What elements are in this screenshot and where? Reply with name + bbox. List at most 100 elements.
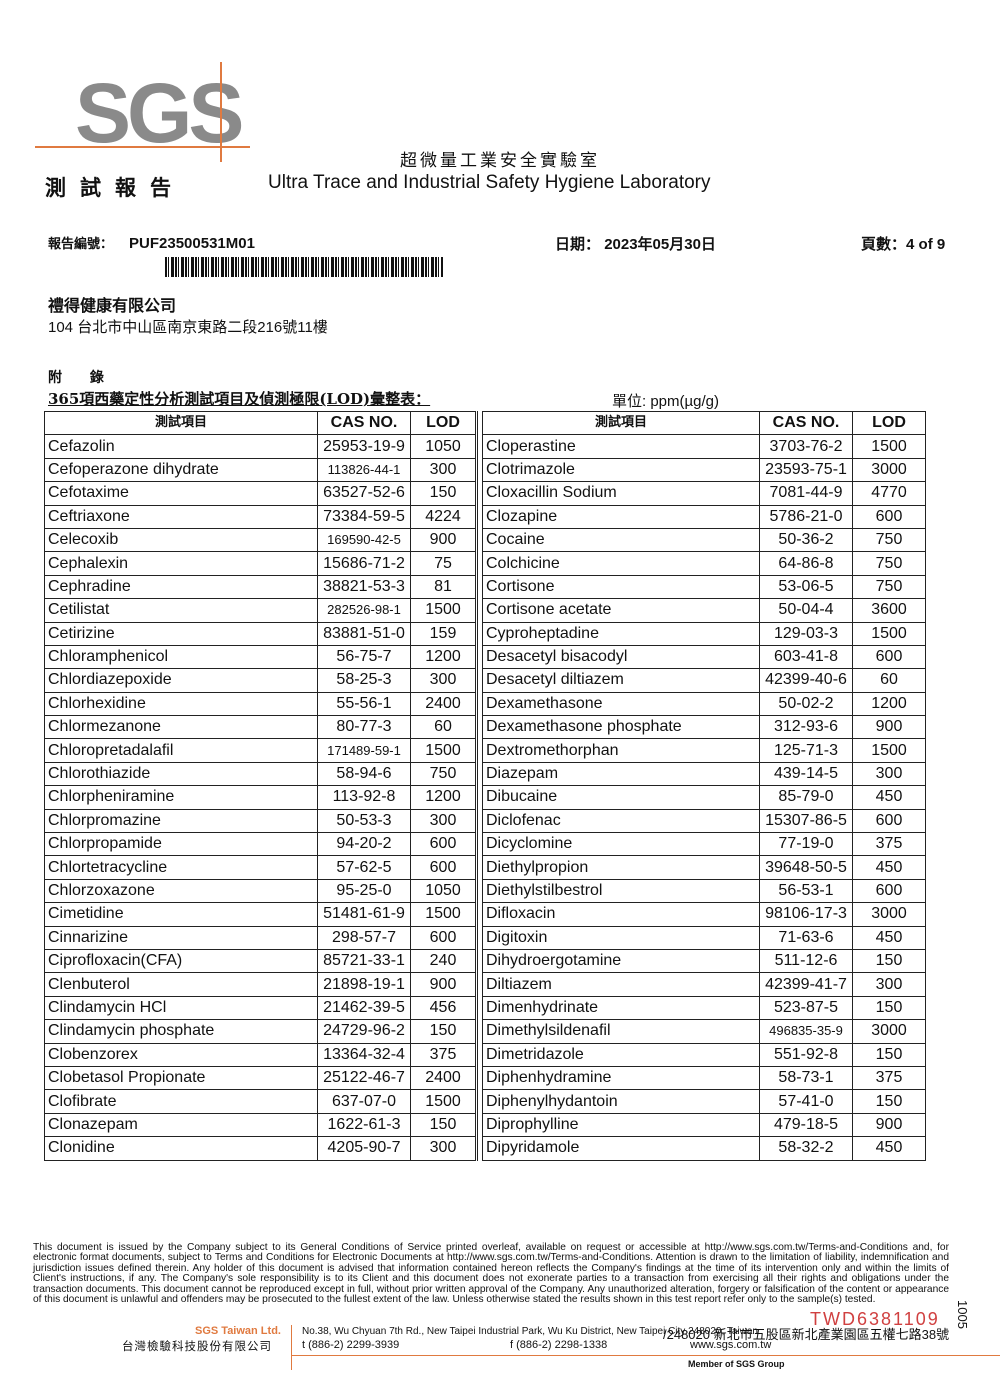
cas-number-cell: 64-86-8 — [759, 551, 853, 576]
cas-number-cell: 169590-42-5 — [317, 527, 411, 553]
lod-cell: 150 — [852, 1089, 926, 1114]
cas-number-cell: 42399-41-7 — [759, 972, 853, 997]
date-label: 日期： — [555, 236, 601, 253]
cas-number-cell: 129-03-3 — [759, 621, 853, 646]
test-item-cell: Dextromethorphan — [482, 738, 760, 763]
cas-number-cell: 71-63-6 — [759, 925, 853, 950]
test-item-cell: Chloramphenicol — [44, 644, 318, 670]
test-item-cell: Chlormezanone — [44, 715, 318, 740]
header-cas-left: CAS NO. — [317, 410, 411, 436]
report-title: 測試報告 — [45, 175, 185, 200]
test-item-cell: Dibucaine — [482, 785, 760, 810]
cas-number-cell: 53-06-5 — [759, 574, 853, 600]
lod-cell: 150 — [852, 1042, 926, 1067]
table-row: Chloramphenicol 56-75-7 1200 Desacetyl bisa… — [44, 644, 926, 670]
test-item-cell: Diethylpropion — [482, 855, 760, 880]
lod-cell: 1200 — [410, 785, 477, 810]
lod-cell: 81 — [410, 574, 477, 600]
disclaimer: This document is issued by the Company s… — [33, 1242, 949, 1305]
lod-cell: 750 — [852, 574, 926, 600]
cas-number-cell: 94-20-2 — [317, 832, 411, 857]
cas-number-cell: 13364-32-4 — [317, 1042, 411, 1067]
table-row: Cefazolin 25953-19-9 1050 Cloperastine 3703-… — [44, 434, 926, 459]
test-item-cell: Clobetasol Propionate — [44, 1065, 318, 1091]
cas-number-cell: 4205-90-7 — [317, 1136, 411, 1161]
lod-cell: 1500 — [410, 598, 477, 623]
test-item-cell: Clobenzorex — [44, 1042, 318, 1067]
report-number: 報告編號： PUF23500531M01 — [48, 233, 255, 252]
cas-number-cell: 637-07-0 — [317, 1089, 411, 1114]
lod-cell: 300 — [410, 808, 477, 834]
cas-number-cell: 15686-71-2 — [317, 551, 411, 576]
lod-cell: 2400 — [410, 691, 477, 717]
lod-cell: 900 — [410, 972, 477, 997]
cas-number-cell: 85721-33-1 — [317, 948, 411, 974]
lod-cell: 750 — [852, 527, 926, 553]
lod-cell: 1500 — [410, 902, 477, 927]
table-row: Cephalexin 15686-71-2 75 Colchicine 64-86-8 7… — [44, 551, 926, 576]
lod-cell: 159 — [410, 621, 477, 646]
lod-cell: 600 — [852, 808, 926, 834]
test-item-cell: Diprophylline — [482, 1112, 760, 1138]
lod-cell: 150 — [852, 948, 926, 974]
lab-name-en: Ultra Trace and Industrial Safety Hygien… — [268, 172, 711, 193]
lod-cell: 150 — [852, 995, 926, 1021]
test-item-cell: Chlorzoxazone — [44, 878, 318, 904]
cas-number-cell: 551-92-8 — [759, 1042, 853, 1067]
cas-number-cell: 21898-19-1 — [317, 972, 411, 997]
unit-label: 單位: ppm(µg/g) — [612, 393, 719, 410]
terms-link[interactable]: http://www.sgs.com.tw/Terms-and-Conditio… — [704, 1242, 908, 1253]
test-item-cell: Cefazolin — [44, 434, 318, 459]
test-item-cell: Chlordiazepoxide — [44, 668, 318, 693]
cas-number-cell: 312-93-6 — [759, 715, 853, 740]
table-row: Cetilistat 282526-98-1 1500 Cortisone aceta… — [44, 598, 926, 623]
table-title: 365項西藥定性分析測試項目及偵測極限(LOD)彙整表： — [48, 390, 431, 408]
footer-divider-vertical — [291, 1325, 292, 1370]
cas-number-cell: 56-53-1 — [759, 878, 853, 904]
cas-number-cell: 282526-98-1 — [317, 598, 411, 623]
test-item-cell: Clindamycin phosphate — [44, 1019, 318, 1044]
lod-cell: 3600 — [852, 598, 926, 623]
lod-cell: 750 — [410, 761, 477, 787]
cas-number-cell: 171489-59-1 — [317, 738, 411, 763]
lod-table: 測試項目 CAS NO. LOD 測試項目 CAS NO. LOD Cefazo… — [44, 410, 926, 1161]
test-item-cell: Diphenylhydantoin — [482, 1089, 760, 1114]
test-item-cell: Cimetidine — [44, 902, 318, 927]
test-item-cell: Dexamethasone — [482, 691, 760, 717]
terms-link-electronic[interactable]: http://www.sgs.com.tw/Terms-and-Conditio… — [446, 1252, 651, 1264]
test-item-cell: Cephradine — [44, 574, 318, 600]
lod-cell: 450 — [852, 925, 926, 950]
lod-cell: 1500 — [410, 738, 477, 763]
side-number: 1005 — [955, 1300, 970, 1329]
test-item-cell: Cefoperazone dihydrate — [44, 457, 318, 483]
table-row: Clindamycin phosphate 24729-96-2 150 Dimeth… — [44, 1019, 926, 1044]
test-item-cell: Clenbuterol — [44, 972, 318, 997]
test-item-cell: Diclofenac — [482, 808, 760, 834]
test-item-cell: Chloropretadalafil — [44, 738, 318, 763]
cas-number-cell: 50-04-4 — [759, 598, 853, 623]
cas-number-cell: 113826-44-1 — [317, 457, 411, 483]
report-date: 日期： 2023年05月30日 — [555, 233, 716, 254]
lod-cell: 900 — [852, 715, 926, 740]
test-item-cell: Dimethylsildenafil — [482, 1019, 760, 1044]
lod-cell: 300 — [410, 457, 477, 483]
table-row: Clofibrate 637-07-0 1500 Diphenylhydantoin 5… — [44, 1089, 926, 1114]
table-row: Chlorpropamide 94-20-2 600 Dicyclomine 77-19… — [44, 832, 926, 857]
lod-cell: 1050 — [410, 878, 477, 904]
logo-divider — [35, 146, 250, 148]
table-row: Chlormezanone 80-77-3 60 Dexamethasone phos… — [44, 715, 926, 740]
barcode — [165, 257, 443, 277]
cas-number-cell: 58-94-6 — [317, 761, 411, 787]
test-item-cell: Diltiazem — [482, 972, 760, 997]
cas-number-cell: 85-79-0 — [759, 785, 853, 810]
cas-number-cell: 25122-46-7 — [317, 1065, 411, 1091]
logo-divider-vertical — [220, 62, 222, 162]
disclaimer-text: and, for electronic format documents, su… — [33, 1242, 949, 1264]
test-item-cell: Cortisone — [482, 574, 760, 600]
company-website[interactable]: www.sgs.com.tw — [690, 1339, 772, 1351]
cas-number-cell: 23593-75-1 — [759, 457, 853, 483]
cas-number-cell: 5786-21-0 — [759, 504, 853, 529]
report-number-value: PUF23500531M01 — [129, 235, 255, 252]
cas-number-cell: 113-92-8 — [317, 785, 411, 810]
